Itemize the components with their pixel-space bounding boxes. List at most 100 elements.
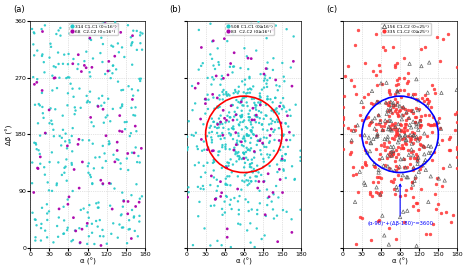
Point (412, 115, 419, 119)
Point (75, 186, 83, 190)
Point (422, 168, 429, 172)
Point (412, 155, 420, 160)
Point (255, 170, 262, 175)
Point (404, 92, 412, 96)
Point (247, 179, 255, 184)
Point (270, 130, 277, 134)
Point (245, 112, 252, 116)
Point (28, 181, 36, 185)
Point (340, 105, 347, 109)
Point (58, 173, 66, 177)
Point (366, 190, 374, 194)
Point (367, 141, 375, 145)
Point (237, 140, 245, 144)
Point (222, 164, 230, 168)
Point (386, 166, 393, 171)
Point (248, 157, 255, 162)
Point (269, 28, 276, 32)
Point (217, 120, 224, 124)
Point (136, 77, 143, 81)
Point (222, 147, 229, 151)
Point (372, 121, 379, 126)
Legend: 156 C1-C2 (0<25°), 335 C1-C2 (0≥25°): 156 C1-C2 (0<25°), 335 C1-C2 (0≥25°) (381, 23, 430, 35)
Point (416, 119, 424, 123)
Point (250, 96, 258, 101)
Point (273, 170, 281, 174)
Point (211, 67, 219, 71)
Point (209, 161, 217, 165)
Point (394, 90, 401, 94)
Point (287, 114, 294, 118)
Point (226, 65, 234, 69)
Point (247, 165, 255, 170)
Point (226, 174, 233, 178)
Point (442, 209, 450, 214)
Point (229, 124, 237, 129)
Point (118, 104, 126, 108)
Point (447, 135, 454, 139)
Point (97, 243, 105, 248)
Point (392, 155, 400, 159)
Point (260, 160, 268, 164)
Point (193, 144, 201, 149)
Point (271, 138, 278, 142)
Point (392, 129, 400, 133)
Point (408, 108, 415, 112)
Point (226, 115, 234, 120)
Point (394, 126, 401, 131)
Point (208, 116, 216, 121)
Point (137, 41, 144, 45)
Point (248, 128, 255, 132)
Point (240, 90, 247, 94)
Point (237, 222, 244, 227)
Point (222, 165, 229, 169)
Point (136, 160, 144, 165)
Point (213, 126, 221, 130)
Point (262, 66, 270, 71)
Point (246, 75, 253, 79)
Point (55, 76, 63, 80)
Point (392, 103, 399, 107)
Point (259, 142, 267, 146)
Point (68, 149, 76, 153)
Point (94, 206, 101, 210)
Point (352, 172, 359, 176)
Point (276, 84, 283, 89)
Point (246, 108, 254, 113)
Point (247, 128, 255, 133)
Point (51, 76, 59, 80)
Point (88, 65, 96, 70)
Point (283, 210, 291, 214)
Point (446, 163, 454, 168)
Point (92, 201, 100, 206)
Point (209, 149, 216, 153)
Point (238, 178, 246, 183)
Point (277, 101, 284, 105)
Point (393, 89, 401, 93)
Point (374, 219, 382, 223)
Point (216, 149, 223, 154)
Point (218, 77, 225, 81)
Point (95, 200, 102, 205)
Point (254, 186, 262, 190)
Point (85, 138, 93, 142)
Point (210, 77, 218, 82)
Point (391, 137, 398, 141)
Point (233, 138, 241, 143)
Point (226, 147, 234, 152)
Point (394, 122, 402, 126)
Point (201, 101, 209, 106)
Point (439, 166, 447, 170)
Point (241, 179, 248, 184)
Point (241, 161, 249, 165)
Point (268, 108, 275, 113)
Point (238, 109, 246, 113)
Point (391, 177, 398, 181)
Point (72, 108, 79, 113)
Point (246, 86, 254, 91)
Point (261, 145, 268, 149)
Point (197, 186, 204, 191)
Point (44, 180, 52, 184)
Point (251, 150, 259, 155)
Point (375, 113, 383, 117)
